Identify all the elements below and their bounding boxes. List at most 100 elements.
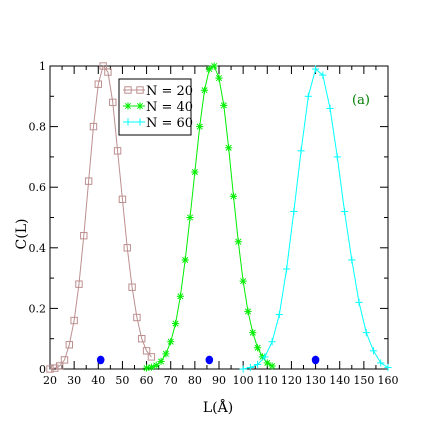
legend-marker (124, 86, 132, 94)
data-point (254, 344, 262, 352)
x-tick-label: 60 (140, 374, 154, 387)
data-point (142, 364, 151, 372)
data-point (304, 92, 312, 100)
data-point (147, 363, 155, 371)
data-point (246, 363, 254, 372)
data-point (229, 192, 238, 200)
data-point (133, 313, 141, 322)
data-point (157, 357, 165, 366)
data-point (239, 365, 247, 373)
axis-ticks: 20 30 40 50 60 70 80 90 100 110 120 130 140 150 160 0 0.… (29, 60, 399, 387)
data-point (220, 101, 228, 109)
x-tick-label: 100 (233, 374, 254, 387)
y-tick-label: 0.2 (29, 302, 47, 315)
x-tick-label: 40 (91, 374, 105, 387)
data-point (297, 147, 305, 155)
annotation-dot (96, 355, 105, 365)
data-point (254, 360, 262, 369)
annotation-dot (205, 355, 214, 365)
legend-marker (124, 118, 132, 126)
x-tick-label: 110 (257, 374, 278, 387)
data-point (384, 363, 392, 372)
x-tick-label: 150 (353, 374, 374, 387)
series-group (46, 62, 392, 373)
data-point (377, 359, 385, 367)
data-point (210, 62, 218, 70)
data-point (60, 356, 69, 364)
data-point (355, 298, 363, 306)
x-tick-label: 20 (43, 374, 57, 387)
x-tick-label: 140 (329, 374, 350, 387)
legend-marker (124, 102, 132, 110)
data-point (275, 310, 283, 319)
annotation-dot (311, 355, 320, 365)
data-point (152, 361, 160, 369)
data-point (263, 359, 271, 367)
legend-item: N = 60 (123, 116, 193, 131)
data-point (205, 65, 213, 73)
data-point (99, 62, 107, 70)
data-point (215, 74, 223, 82)
series-line (49, 64, 152, 370)
data-point (138, 335, 146, 343)
y-tick-label: 1 (39, 60, 46, 73)
legend-box (118, 78, 192, 136)
y-tick-label: 0.4 (29, 242, 47, 255)
data-point (283, 265, 291, 273)
y-tick-label: 0.8 (29, 121, 47, 134)
data-point (244, 307, 252, 316)
data-point (55, 362, 64, 370)
y-tick-label: 0.6 (29, 181, 47, 194)
y-axis-title: C(L) (14, 219, 30, 250)
legend-item: N = 40 (123, 100, 193, 115)
data-point (311, 65, 320, 73)
legend-marker (136, 102, 144, 110)
data-point (176, 292, 184, 300)
data-point (362, 329, 370, 337)
data-point (181, 256, 189, 264)
panel-label: (a) (352, 93, 370, 108)
data-point (333, 153, 341, 161)
x-tick-label: 90 (212, 374, 226, 387)
data-point (109, 98, 117, 107)
data-point (268, 362, 276, 370)
annotation-dots (96, 355, 320, 365)
data-point (186, 213, 194, 222)
data-point (191, 168, 199, 176)
series-line (243, 68, 389, 370)
legend-marker (136, 86, 144, 94)
data-point (261, 353, 269, 361)
data-point (268, 338, 276, 346)
x-axis-title: L(Å) (203, 398, 233, 416)
data-point (118, 195, 127, 204)
y-tick-label: 0 (39, 363, 46, 376)
data-point (290, 207, 298, 216)
data-point (167, 338, 175, 346)
data-point (171, 319, 180, 328)
data-point (326, 104, 334, 113)
data-point (128, 283, 136, 291)
x-tick-label: 70 (164, 374, 178, 387)
data-point (200, 86, 209, 94)
plot-frame (49, 65, 389, 370)
data-point (196, 123, 204, 131)
legend-item: N = 20 (123, 84, 193, 99)
data-point (239, 277, 247, 285)
data-point (123, 244, 131, 252)
data-point (147, 353, 156, 361)
data-point (369, 347, 378, 355)
legend-marker (136, 118, 144, 126)
x-tick-label: 80 (188, 374, 202, 387)
data-point (142, 347, 151, 355)
x-tick-label: 160 (378, 374, 399, 387)
data-point (94, 80, 102, 88)
data-point (225, 144, 233, 152)
data-point (46, 365, 54, 373)
data-point (249, 329, 257, 337)
x-tick-label: 50 (115, 374, 129, 387)
x-tick-label: 30 (67, 374, 81, 387)
legend-label: N = 60 (146, 116, 193, 131)
data-point (348, 256, 356, 264)
data-point (89, 122, 98, 131)
